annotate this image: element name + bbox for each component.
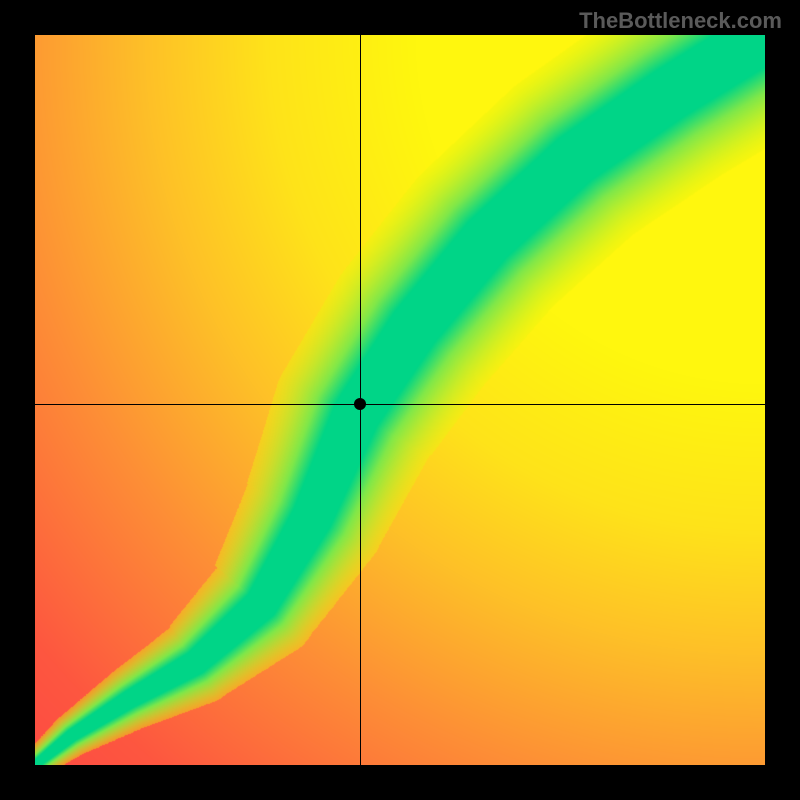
plot-area [35, 35, 765, 765]
heatmap-canvas [35, 35, 765, 765]
crosshair-horizontal [35, 404, 765, 405]
crosshair-marker [354, 398, 366, 410]
watermark-text: TheBottleneck.com [579, 8, 782, 34]
